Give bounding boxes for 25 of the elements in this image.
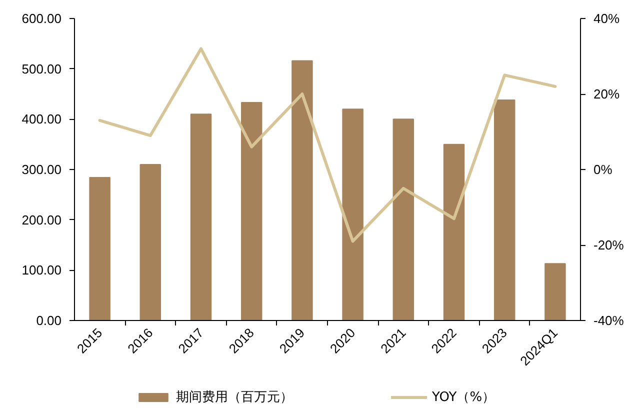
bar: [494, 100, 516, 321]
bar: [392, 118, 414, 321]
line-series: [98, 47, 557, 243]
y-tick-label: 0.00: [36, 313, 62, 328]
bar: [544, 263, 566, 321]
y-tick-label: 600.00: [22, 11, 62, 26]
y2-tick-label: -20%: [594, 238, 624, 252]
bar: [443, 144, 465, 321]
legend-label: YOY（%）: [432, 389, 496, 406]
y-tick-label: 100.00: [22, 262, 62, 278]
y2-tick-label: 20%: [594, 86, 620, 102]
y2-tick-label: 0%: [594, 162, 613, 177]
y-tick-label: 200.00: [22, 212, 62, 228]
y2-tick-label: -40%: [594, 313, 624, 328]
bar: [89, 177, 110, 321]
bar: [190, 114, 212, 321]
y-tick-label: 400.00: [22, 112, 62, 127]
bar: [292, 60, 313, 321]
bar: [140, 164, 162, 321]
legend-label: 期间费用（百万元）: [176, 389, 293, 406]
y-tick-label: 500.00: [22, 61, 62, 76]
bar: [240, 102, 262, 321]
y-tick-label: 300.00: [22, 162, 62, 177]
bar: [342, 108, 364, 321]
y2-tick-label: 40%: [594, 11, 620, 26]
